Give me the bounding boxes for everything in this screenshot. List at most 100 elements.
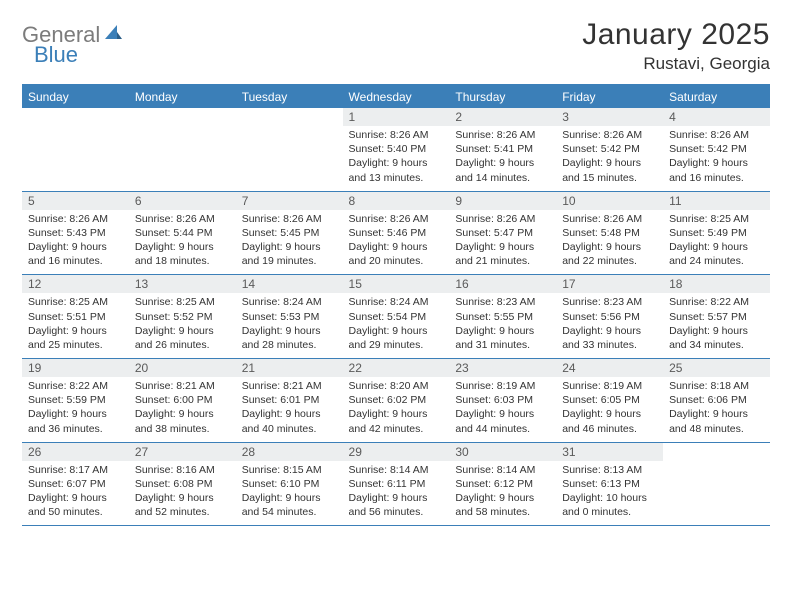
day-line: Sunrise: 8:25 AM <box>28 295 123 309</box>
calendar-cell: 31Sunrise: 8:13 AMSunset: 6:13 PMDayligh… <box>556 442 663 526</box>
day-number: 12 <box>22 275 129 293</box>
day-body: Sunrise: 8:26 AMSunset: 5:42 PMDaylight:… <box>556 126 663 191</box>
day-body <box>129 126 236 134</box>
day-line: Sunrise: 8:20 AM <box>349 379 444 393</box>
day-line: Daylight: 9 hours <box>135 324 230 338</box>
day-line: Sunrise: 8:23 AM <box>455 295 550 309</box>
day-line: Sunrise: 8:26 AM <box>669 128 764 142</box>
calendar-cell: 12Sunrise: 8:25 AMSunset: 5:51 PMDayligh… <box>22 275 129 359</box>
day-number: 2 <box>449 108 556 126</box>
day-line: Sunrise: 8:17 AM <box>28 463 123 477</box>
day-line: Sunset: 5:44 PM <box>135 226 230 240</box>
day-line: Daylight: 9 hours <box>242 491 337 505</box>
day-body: Sunrise: 8:24 AMSunset: 5:54 PMDaylight:… <box>343 293 450 358</box>
day-line: Daylight: 9 hours <box>135 407 230 421</box>
day-header: Saturday <box>663 85 770 108</box>
day-body <box>22 126 129 134</box>
day-line: Sunrise: 8:23 AM <box>562 295 657 309</box>
calendar-cell: 30Sunrise: 8:14 AMSunset: 6:12 PMDayligh… <box>449 442 556 526</box>
day-line: Sunrise: 8:22 AM <box>28 379 123 393</box>
day-body: Sunrise: 8:26 AMSunset: 5:44 PMDaylight:… <box>129 210 236 275</box>
day-number <box>22 108 129 126</box>
day-line: Sunrise: 8:16 AM <box>135 463 230 477</box>
day-body: Sunrise: 8:26 AMSunset: 5:48 PMDaylight:… <box>556 210 663 275</box>
day-line: Daylight: 9 hours <box>135 491 230 505</box>
day-number: 23 <box>449 359 556 377</box>
day-line: Daylight: 9 hours <box>349 324 444 338</box>
day-line: and 44 minutes. <box>455 422 550 436</box>
day-line: Sunset: 5:40 PM <box>349 142 444 156</box>
day-line: Sunset: 6:10 PM <box>242 477 337 491</box>
day-number: 11 <box>663 192 770 210</box>
day-line: Sunset: 5:57 PM <box>669 310 764 324</box>
day-header: Wednesday <box>343 85 450 108</box>
day-header-row: SundayMondayTuesdayWednesdayThursdayFrid… <box>22 85 770 108</box>
day-number: 17 <box>556 275 663 293</box>
day-line: Sunset: 5:52 PM <box>135 310 230 324</box>
day-header: Monday <box>129 85 236 108</box>
calendar-week: 12Sunrise: 8:25 AMSunset: 5:51 PMDayligh… <box>22 275 770 359</box>
day-line: Sunset: 5:55 PM <box>455 310 550 324</box>
day-body: Sunrise: 8:25 AMSunset: 5:51 PMDaylight:… <box>22 293 129 358</box>
day-line: Sunrise: 8:26 AM <box>135 212 230 226</box>
day-line: Daylight: 9 hours <box>455 407 550 421</box>
day-body: Sunrise: 8:26 AMSunset: 5:47 PMDaylight:… <box>449 210 556 275</box>
day-line: Sunset: 5:48 PM <box>562 226 657 240</box>
day-line: Daylight: 9 hours <box>669 407 764 421</box>
day-line: and 29 minutes. <box>349 338 444 352</box>
calendar-week: 26Sunrise: 8:17 AMSunset: 6:07 PMDayligh… <box>22 442 770 526</box>
day-line: Sunrise: 8:25 AM <box>669 212 764 226</box>
day-line: Sunrise: 8:14 AM <box>455 463 550 477</box>
day-line: and 40 minutes. <box>242 422 337 436</box>
day-line: Sunset: 5:54 PM <box>349 310 444 324</box>
day-line: and 34 minutes. <box>669 338 764 352</box>
day-line: and 54 minutes. <box>242 505 337 519</box>
day-line: Sunrise: 8:14 AM <box>349 463 444 477</box>
day-line: Sunset: 5:51 PM <box>28 310 123 324</box>
day-number: 10 <box>556 192 663 210</box>
day-line: Daylight: 9 hours <box>455 324 550 338</box>
day-body: Sunrise: 8:16 AMSunset: 6:08 PMDaylight:… <box>129 461 236 526</box>
day-number: 3 <box>556 108 663 126</box>
calendar-cell: 6Sunrise: 8:26 AMSunset: 5:44 PMDaylight… <box>129 191 236 275</box>
calendar-week: 1Sunrise: 8:26 AMSunset: 5:40 PMDaylight… <box>22 108 770 191</box>
day-header: Tuesday <box>236 85 343 108</box>
day-body: Sunrise: 8:22 AMSunset: 5:57 PMDaylight:… <box>663 293 770 358</box>
day-line: and 36 minutes. <box>28 422 123 436</box>
day-line: Daylight: 9 hours <box>455 491 550 505</box>
day-number <box>236 108 343 126</box>
calendar-cell: 26Sunrise: 8:17 AMSunset: 6:07 PMDayligh… <box>22 442 129 526</box>
day-line: and 56 minutes. <box>349 505 444 519</box>
day-line: Sunset: 6:06 PM <box>669 393 764 407</box>
day-line: Daylight: 10 hours <box>562 491 657 505</box>
day-number: 31 <box>556 443 663 461</box>
day-number: 8 <box>343 192 450 210</box>
calendar-cell: 24Sunrise: 8:19 AMSunset: 6:05 PMDayligh… <box>556 359 663 443</box>
day-body: Sunrise: 8:25 AMSunset: 5:49 PMDaylight:… <box>663 210 770 275</box>
day-line: Sunrise: 8:25 AM <box>135 295 230 309</box>
day-line: Sunset: 5:49 PM <box>669 226 764 240</box>
day-line: Sunrise: 8:15 AM <box>242 463 337 477</box>
day-line: and 16 minutes. <box>28 254 123 268</box>
day-line: Sunset: 6:02 PM <box>349 393 444 407</box>
day-line: Sunset: 5:59 PM <box>28 393 123 407</box>
day-line: Sunrise: 8:24 AM <box>349 295 444 309</box>
calendar-cell: 21Sunrise: 8:21 AMSunset: 6:01 PMDayligh… <box>236 359 343 443</box>
day-line: Daylight: 9 hours <box>562 324 657 338</box>
day-header: Friday <box>556 85 663 108</box>
calendar-cell: 18Sunrise: 8:22 AMSunset: 5:57 PMDayligh… <box>663 275 770 359</box>
day-line: and 21 minutes. <box>455 254 550 268</box>
calendar-cell: 16Sunrise: 8:23 AMSunset: 5:55 PMDayligh… <box>449 275 556 359</box>
day-line: and 50 minutes. <box>28 505 123 519</box>
day-line: Daylight: 9 hours <box>242 324 337 338</box>
calendar-cell: 28Sunrise: 8:15 AMSunset: 6:10 PMDayligh… <box>236 442 343 526</box>
calendar-cell: 19Sunrise: 8:22 AMSunset: 5:59 PMDayligh… <box>22 359 129 443</box>
day-line: Daylight: 9 hours <box>669 324 764 338</box>
day-number: 29 <box>343 443 450 461</box>
day-body: Sunrise: 8:26 AMSunset: 5:40 PMDaylight:… <box>343 126 450 191</box>
day-body: Sunrise: 8:26 AMSunset: 5:43 PMDaylight:… <box>22 210 129 275</box>
day-line: and 48 minutes. <box>669 422 764 436</box>
day-body: Sunrise: 8:18 AMSunset: 6:06 PMDaylight:… <box>663 377 770 442</box>
calendar-cell: 7Sunrise: 8:26 AMSunset: 5:45 PMDaylight… <box>236 191 343 275</box>
day-line: Sunset: 6:00 PM <box>135 393 230 407</box>
